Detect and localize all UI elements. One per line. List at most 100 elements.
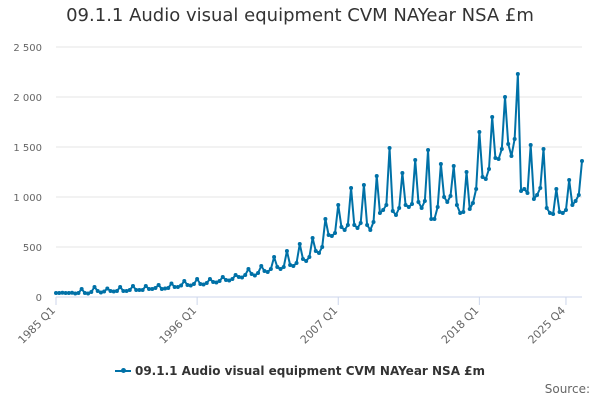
data-point[interactable]: [512, 137, 517, 141]
data-point[interactable]: [137, 288, 142, 292]
data-point[interactable]: [557, 210, 562, 214]
data-point[interactable]: [86, 291, 91, 296]
data-point[interactable]: [410, 202, 415, 206]
data-point[interactable]: [230, 277, 235, 281]
data-point[interactable]: [159, 287, 164, 291]
data-point[interactable]: [438, 162, 443, 166]
data-point[interactable]: [419, 206, 424, 210]
data-point[interactable]: [570, 203, 575, 207]
data-point[interactable]: [403, 203, 408, 207]
data-point[interactable]: [451, 164, 456, 168]
legend-item[interactable]: 09.1.1 Audio visual equipment CVM NAYear…: [0, 364, 600, 378]
data-point[interactable]: [390, 209, 395, 213]
data-point[interactable]: [413, 158, 418, 162]
data-point[interactable]: [204, 281, 209, 285]
data-point[interactable]: [220, 275, 225, 279]
data-point[interactable]: [54, 291, 58, 295]
data-point[interactable]: [98, 290, 103, 295]
data-point[interactable]: [477, 130, 482, 134]
data-point[interactable]: [541, 147, 546, 151]
data-point[interactable]: [297, 242, 302, 246]
data-point[interactable]: [169, 281, 174, 286]
series-line[interactable]: [55, 73, 583, 295]
data-point[interactable]: [496, 157, 501, 161]
data-point[interactable]: [288, 263, 293, 267]
data-point[interactable]: [445, 200, 450, 204]
data-point[interactable]: [435, 205, 440, 209]
data-point[interactable]: [416, 200, 421, 204]
data-point[interactable]: [563, 208, 568, 212]
data-point[interactable]: [329, 234, 334, 238]
data-point[interactable]: [102, 289, 107, 294]
data-point[interactable]: [291, 264, 296, 268]
data-point[interactable]: [166, 286, 171, 290]
data-point[interactable]: [268, 267, 273, 271]
data-point[interactable]: [259, 264, 264, 268]
data-point[interactable]: [525, 191, 530, 195]
data-point[interactable]: [499, 147, 504, 151]
data-point[interactable]: [124, 289, 129, 293]
data-point[interactable]: [374, 174, 379, 178]
data-point[interactable]: [493, 156, 498, 160]
data-point[interactable]: [243, 273, 248, 277]
data-point[interactable]: [272, 255, 277, 259]
data-point[interactable]: [326, 233, 331, 237]
data-point[interactable]: [442, 195, 447, 199]
data-point[interactable]: [336, 203, 341, 207]
data-point[interactable]: [528, 143, 533, 147]
data-point[interactable]: [426, 148, 431, 152]
data-point[interactable]: [317, 251, 321, 255]
data-point[interactable]: [464, 170, 469, 174]
data-point[interactable]: [134, 288, 139, 292]
data-point[interactable]: [214, 280, 219, 285]
data-point[interactable]: [486, 167, 491, 171]
data-point[interactable]: [163, 286, 168, 291]
data-point[interactable]: [191, 282, 196, 286]
data-point[interactable]: [182, 279, 187, 283]
data-point[interactable]: [349, 186, 354, 190]
data-point[interactable]: [284, 249, 289, 253]
data-point[interactable]: [377, 211, 382, 215]
data-point[interactable]: [92, 285, 97, 289]
data-point[interactable]: [121, 289, 126, 293]
data-point[interactable]: [535, 193, 540, 197]
data-point[interactable]: [387, 146, 392, 150]
data-point[interactable]: [393, 213, 398, 217]
data-point[interactable]: [458, 211, 463, 215]
data-point[interactable]: [201, 282, 206, 287]
data-point[interactable]: [342, 228, 347, 232]
data-point[interactable]: [252, 273, 257, 278]
data-point[interactable]: [105, 286, 110, 291]
data-point[interactable]: [519, 189, 524, 193]
data-point[interactable]: [339, 225, 344, 229]
data-point[interactable]: [175, 285, 180, 289]
data-point[interactable]: [127, 288, 132, 292]
source-credit[interactable]: Source:: [544, 382, 590, 396]
data-point[interactable]: [275, 265, 280, 269]
data-point[interactable]: [108, 289, 113, 293]
data-point[interactable]: [573, 199, 578, 203]
data-point[interactable]: [560, 211, 565, 215]
data-point[interactable]: [265, 270, 270, 274]
data-point[interactable]: [461, 210, 466, 214]
data-point[interactable]: [355, 226, 360, 230]
data-point[interactable]: [188, 283, 193, 288]
data-point[interactable]: [307, 255, 312, 259]
data-point[interactable]: [82, 291, 87, 295]
data-point[interactable]: [384, 203, 389, 207]
data-point[interactable]: [365, 223, 370, 227]
data-point[interactable]: [580, 159, 584, 163]
data-point[interactable]: [490, 115, 495, 119]
data-point[interactable]: [448, 194, 453, 198]
data-point[interactable]: [470, 201, 475, 205]
data-point[interactable]: [246, 267, 251, 271]
data-point[interactable]: [143, 284, 148, 288]
data-point[interactable]: [515, 72, 520, 76]
data-point[interactable]: [79, 287, 84, 291]
data-point[interactable]: [211, 280, 216, 284]
data-point[interactable]: [503, 95, 508, 99]
data-point[interactable]: [223, 278, 228, 282]
data-point[interactable]: [114, 289, 119, 293]
data-point[interactable]: [147, 287, 152, 291]
data-point[interactable]: [323, 217, 328, 221]
